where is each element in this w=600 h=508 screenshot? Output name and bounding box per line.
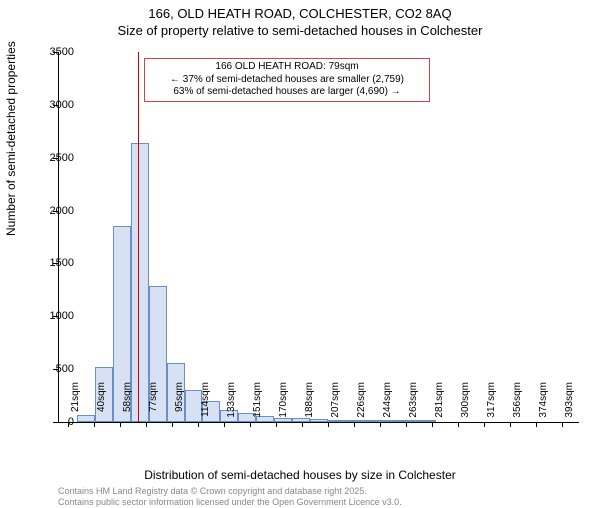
x-tick-mark bbox=[536, 422, 537, 427]
plot-area: 166 OLD HEATH ROAD: 79sqm← 37% of semi-d… bbox=[58, 52, 579, 423]
annotation-line: ← 37% of semi-detached houses are smalle… bbox=[149, 74, 425, 87]
x-tick-mark bbox=[250, 422, 251, 427]
x-tick-mark bbox=[276, 422, 277, 427]
x-tick-label: 244sqm bbox=[382, 382, 393, 432]
x-tick-mark bbox=[198, 422, 199, 427]
x-tick-label: 226sqm bbox=[356, 382, 367, 432]
chart-container: 166 OLD HEATH ROAD: 79sqm← 37% of semi-d… bbox=[58, 52, 578, 422]
annotation-line: 63% of semi-detached houses are larger (… bbox=[149, 86, 425, 99]
x-tick-label: 393sqm bbox=[564, 382, 575, 432]
x-tick-mark bbox=[146, 422, 147, 427]
x-tick-label: 58sqm bbox=[122, 382, 133, 432]
x-tick-mark bbox=[224, 422, 225, 427]
attribution-line1: Contains HM Land Registry data © Crown c… bbox=[58, 486, 402, 497]
y-tick-label: 3000 bbox=[34, 99, 74, 111]
y-axis-label: Number of semi-detached properties bbox=[4, 41, 18, 236]
x-tick-mark bbox=[172, 422, 173, 427]
x-tick-mark bbox=[328, 422, 329, 427]
x-tick-mark bbox=[354, 422, 355, 427]
x-tick-label: 133sqm bbox=[226, 382, 237, 432]
y-tick-label: 500 bbox=[34, 363, 74, 375]
x-tick-mark bbox=[380, 422, 381, 427]
y-tick-label: 1000 bbox=[34, 310, 74, 322]
y-tick-label: 3500 bbox=[34, 46, 74, 58]
x-tick-label: 188sqm bbox=[304, 382, 315, 432]
chart-subtitle: Size of property relative to semi-detach… bbox=[0, 23, 600, 38]
x-tick-label: 95sqm bbox=[174, 382, 185, 432]
x-tick-mark bbox=[562, 422, 563, 427]
x-tick-mark bbox=[94, 422, 95, 427]
attribution-line2: Contains public sector information licen… bbox=[58, 497, 402, 508]
x-tick-label: 207sqm bbox=[330, 382, 341, 432]
x-tick-mark bbox=[406, 422, 407, 427]
x-tick-label: 356sqm bbox=[512, 382, 523, 432]
annotation-box: 166 OLD HEATH ROAD: 79sqm← 37% of semi-d… bbox=[144, 58, 430, 102]
y-tick-label: 2000 bbox=[34, 205, 74, 217]
x-tick-label: 281sqm bbox=[434, 382, 445, 432]
x-tick-label: 77sqm bbox=[148, 382, 159, 432]
x-tick-mark bbox=[120, 422, 121, 427]
x-tick-label: 300sqm bbox=[460, 382, 471, 432]
x-tick-mark bbox=[432, 422, 433, 427]
attribution-text: Contains HM Land Registry data © Crown c… bbox=[58, 486, 402, 508]
x-tick-label: 374sqm bbox=[538, 382, 549, 432]
y-tick-label: 2500 bbox=[34, 152, 74, 164]
x-tick-mark bbox=[302, 422, 303, 427]
x-tick-label: 21sqm bbox=[70, 382, 81, 432]
x-tick-mark bbox=[510, 422, 511, 427]
x-tick-mark bbox=[484, 422, 485, 427]
y-tick-label: 1500 bbox=[34, 257, 74, 269]
x-tick-label: 263sqm bbox=[408, 382, 419, 432]
chart-title-line1: 166, OLD HEATH ROAD, COLCHESTER, CO2 8AQ bbox=[0, 6, 600, 21]
reference-marker-line bbox=[138, 52, 139, 422]
x-tick-label: 40sqm bbox=[96, 382, 107, 432]
x-tick-label: 317sqm bbox=[486, 382, 497, 432]
annotation-line: 166 OLD HEATH ROAD: 79sqm bbox=[149, 61, 425, 74]
x-tick-label: 114sqm bbox=[200, 382, 211, 432]
histogram-bar bbox=[131, 143, 149, 422]
x-tick-label: 151sqm bbox=[252, 382, 263, 432]
x-tick-label: 170sqm bbox=[278, 382, 289, 432]
x-axis-label: Distribution of semi-detached houses by … bbox=[0, 468, 600, 482]
x-tick-mark bbox=[458, 422, 459, 427]
y-tick-label: 0 bbox=[34, 416, 74, 428]
